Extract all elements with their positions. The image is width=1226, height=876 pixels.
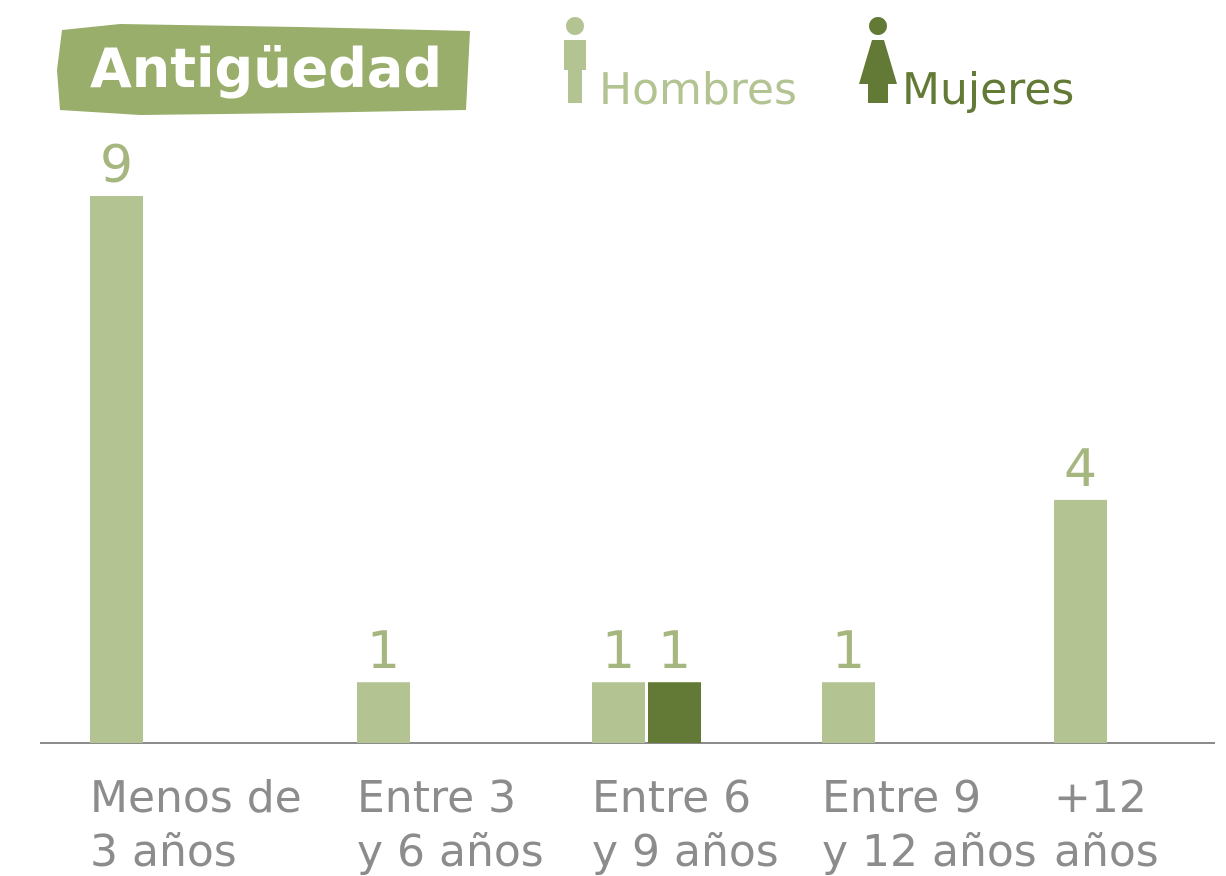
chart-title: Antigüedad — [90, 37, 442, 100]
value-label: 1 — [602, 621, 635, 681]
x-tick-label: y 12 años — [822, 826, 1037, 876]
value-label: 9 — [100, 135, 133, 195]
legend-label: Hombres — [599, 64, 797, 115]
x-tick-label: años — [1054, 826, 1159, 876]
legend-icon-body — [859, 40, 897, 103]
value-label: 1 — [832, 621, 865, 681]
legend-icon-head — [869, 17, 887, 35]
legend-icon-body — [564, 40, 586, 103]
title-background — [57, 24, 470, 115]
bar — [90, 196, 143, 743]
x-tick-label: 3 años — [90, 826, 237, 876]
value-label: 1 — [658, 621, 691, 681]
bar — [822, 682, 875, 743]
x-tick-label: Entre 3 — [357, 772, 516, 823]
bar — [357, 682, 410, 743]
x-tick-label: y 9 años — [592, 826, 779, 876]
x-tick-label: Entre 9 — [822, 772, 981, 823]
bar — [1054, 499, 1107, 743]
bar — [648, 682, 701, 743]
legend-label: Mujeres — [902, 64, 1074, 115]
value-label: 4 — [1064, 439, 1097, 499]
x-tick-label: y 6 años — [357, 826, 544, 876]
x-tick-label: +12 — [1054, 772, 1147, 823]
bar — [592, 682, 645, 743]
value-label: 1 — [367, 621, 400, 681]
x-tick-label: Entre 6 — [592, 772, 751, 823]
x-tick-label: Menos de — [90, 772, 302, 823]
legend-icon-head — [566, 17, 584, 35]
